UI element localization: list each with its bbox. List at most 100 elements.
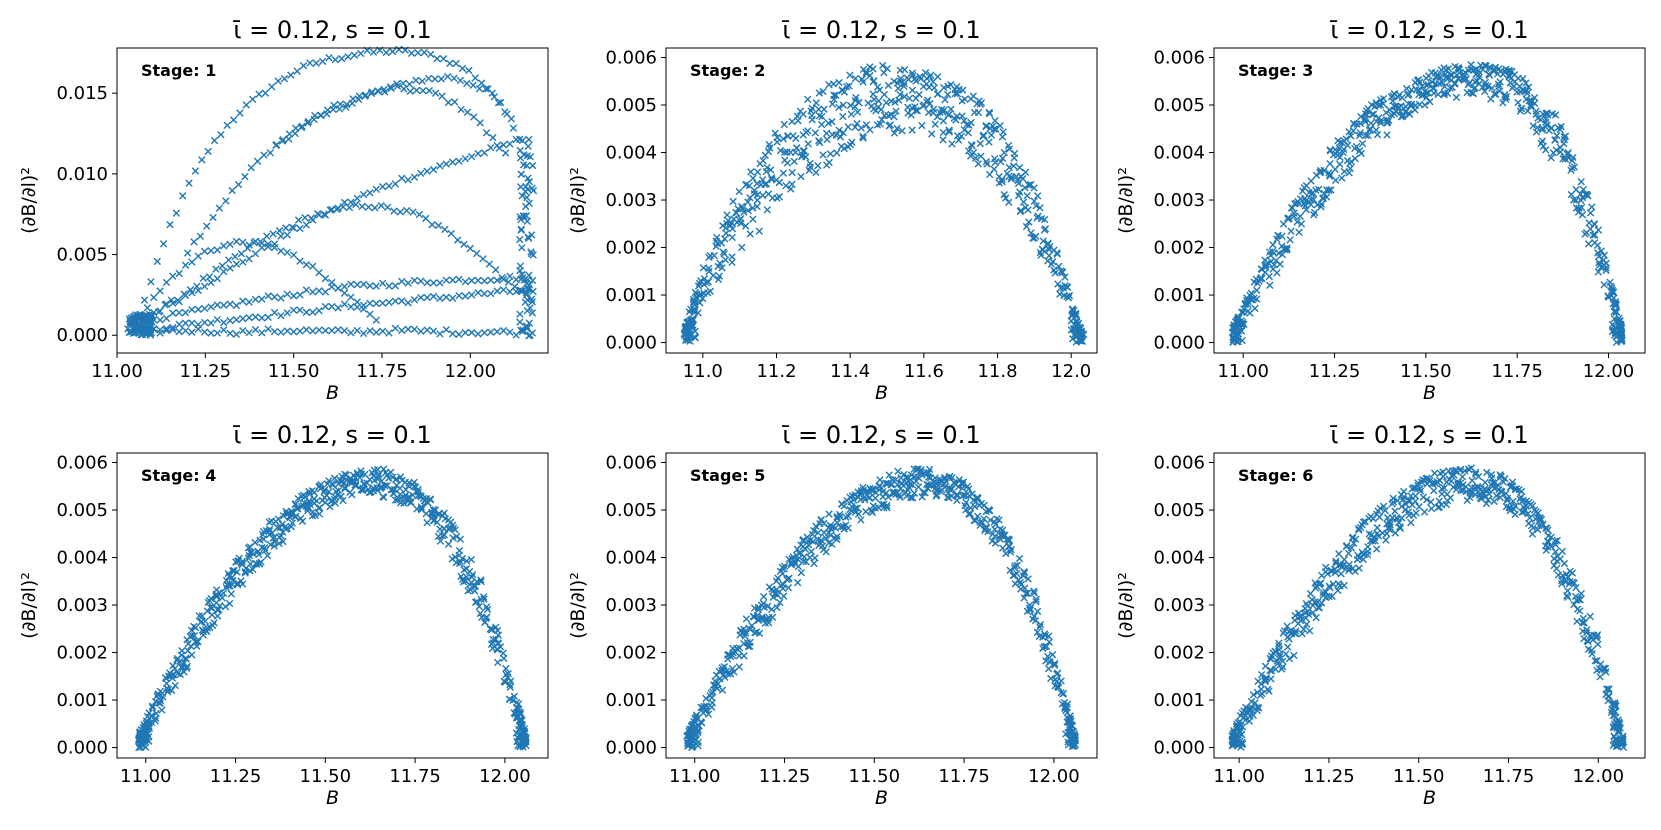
data-point (274, 515, 283, 523)
data-point (754, 606, 763, 614)
data-point (385, 282, 393, 290)
data-point (1524, 509, 1532, 518)
data-point (1063, 283, 1072, 292)
data-point (1563, 593, 1572, 601)
data-point (870, 95, 878, 104)
data-point (1350, 539, 1358, 547)
data-point (226, 240, 234, 248)
data-point (180, 668, 188, 676)
data-point (1261, 677, 1270, 686)
x-tick-label: 11.00 (669, 766, 721, 787)
data-point (255, 550, 263, 559)
data-point (323, 491, 331, 500)
data-point (1538, 522, 1546, 530)
data-point (818, 112, 826, 121)
data-point (900, 82, 908, 91)
data-point (876, 476, 884, 484)
data-point (1604, 685, 1613, 694)
data-point (1253, 286, 1261, 295)
data-point (746, 230, 754, 238)
data-point (1580, 619, 1588, 627)
data-point (425, 86, 433, 95)
data-point (245, 314, 253, 322)
data-point (296, 291, 304, 299)
data-point (732, 209, 741, 217)
data-point (1021, 168, 1030, 177)
data-point (1591, 231, 1599, 239)
data-point (472, 249, 481, 258)
data-point (406, 87, 414, 95)
data-point (520, 727, 529, 736)
data-point (448, 276, 457, 284)
panel-title: ῑ = 0.12, s = 0.1 (781, 16, 980, 44)
y-tick-label: 0.004 (1153, 143, 1205, 164)
data-point (1014, 576, 1023, 584)
data-point (1568, 164, 1576, 172)
data-point (1605, 692, 1613, 701)
data-point (528, 309, 537, 317)
data-point (1065, 715, 1073, 723)
x-axis-label: B (1423, 787, 1436, 809)
data-point (966, 504, 975, 512)
data-point (829, 80, 838, 88)
data-point (264, 325, 272, 333)
data-point (1577, 589, 1585, 598)
data-point (152, 709, 160, 718)
data-point (844, 524, 852, 532)
data-point (147, 278, 155, 286)
data-point (779, 135, 787, 143)
data-point (423, 293, 431, 302)
data-point (1007, 546, 1015, 554)
data-point (467, 152, 476, 161)
data-point (1612, 308, 1621, 316)
data-point (410, 276, 419, 285)
data-point (366, 310, 374, 318)
data-point (812, 168, 820, 177)
data-point (207, 246, 215, 255)
data-point (412, 76, 420, 85)
data-point (866, 71, 874, 80)
y-tick-label: 0.004 (1153, 548, 1205, 569)
data-point (1594, 640, 1602, 649)
data-point (814, 529, 822, 537)
data-point (289, 328, 298, 336)
data-point (915, 90, 923, 99)
data-point (1317, 579, 1325, 587)
data-point (284, 135, 293, 143)
data-point (159, 240, 168, 248)
data-point (933, 73, 942, 81)
data-point (1609, 288, 1618, 296)
marker-layer (134, 465, 530, 752)
data-point (780, 562, 789, 570)
data-point (1416, 485, 1424, 493)
data-point (1257, 670, 1266, 679)
data-point (288, 519, 296, 527)
data-point (232, 301, 241, 310)
data-point (398, 297, 406, 305)
data-point (455, 275, 463, 284)
data-point (166, 220, 174, 229)
data-point (522, 212, 531, 220)
data-point (1590, 220, 1599, 228)
y-tick-label: 0.001 (1153, 285, 1205, 306)
data-point (1593, 631, 1602, 639)
data-point (857, 516, 865, 524)
data-point (762, 180, 771, 188)
data-point (1416, 487, 1425, 495)
data-point (1586, 209, 1595, 217)
data-point (523, 161, 531, 170)
data-point (353, 303, 361, 311)
data-point (499, 141, 508, 149)
data-point (407, 499, 415, 507)
data-point (182, 664, 191, 672)
data-point (373, 465, 382, 474)
data-point (231, 252, 239, 261)
stage-label: Stage: 2 (690, 61, 765, 80)
data-point (459, 578, 468, 586)
data-point (1041, 225, 1050, 233)
data-point (957, 132, 966, 140)
data-point (977, 152, 985, 160)
data-point (350, 51, 359, 59)
data-point (448, 158, 457, 166)
y-tick-label: 0.006 (605, 48, 657, 69)
